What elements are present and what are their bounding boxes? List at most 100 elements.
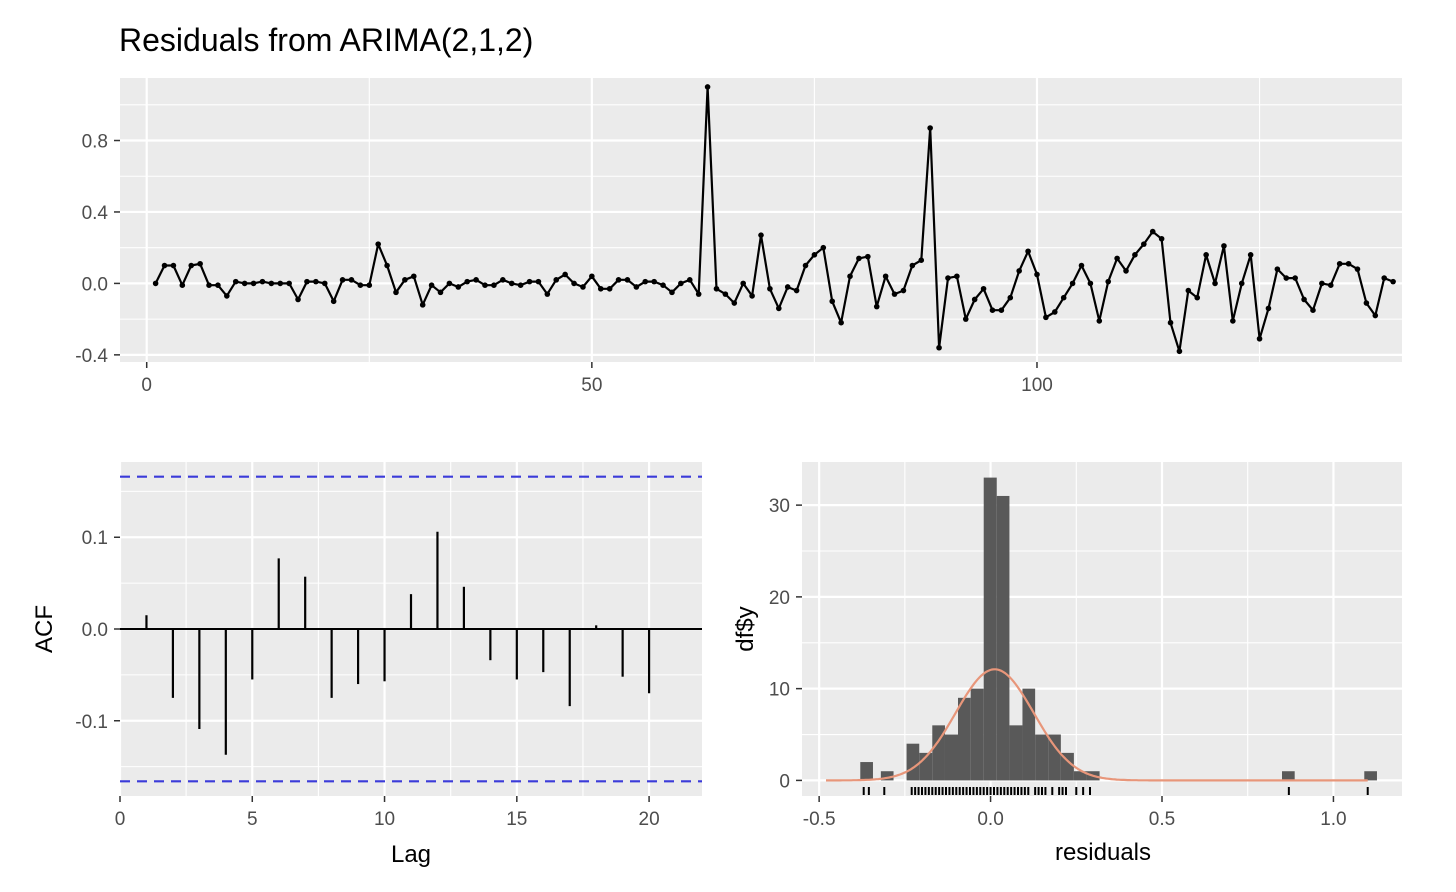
residual-point [286,280,292,287]
histogram-bar [1060,752,1074,781]
residual-point [1283,275,1290,281]
histogram-x-tick-label: -0.5 [803,809,836,830]
residual-point [188,262,195,269]
residual-point [1114,255,1120,262]
residual-point [767,285,773,292]
histogram-bar [1364,771,1377,781]
residual-point [704,84,711,90]
residual-point [865,253,871,260]
residual-series-x-tick-label: 50 [581,375,602,396]
residual-point [945,275,951,281]
residual-point [1149,228,1156,235]
histogram-bar [1073,771,1087,781]
histogram-bars [826,477,1377,795]
residual-series-axis-ticks: 0 50 100 0.8 0.4 0.0 -0.4 [75,132,1053,396]
residual-point [295,296,301,303]
residual-point [651,278,657,285]
histogram-bar [932,725,945,781]
residual-point [348,277,355,283]
acf-x-tick-label: 10 [374,809,395,830]
residual-point [891,291,898,297]
residual-point [1167,319,1174,326]
residual-point [473,277,479,283]
residual-point [722,291,729,297]
residual-point [597,285,604,292]
residual-point [1194,294,1201,301]
residual-point [980,285,987,292]
histogram-y-tick-label: 10 [769,680,790,701]
acf-panel: 0 5 10 15 20 0.1 0.0 -0.1 Lag ACF [31,462,702,868]
residual-point [873,303,880,310]
histogram-y-tick-label: 20 [769,588,790,609]
residual-point [571,280,577,287]
residual-point [1016,268,1022,274]
residual-point [410,273,417,280]
residual-point [882,273,889,280]
residual-point [464,278,471,285]
histogram-bar [1009,725,1023,781]
residual-point [998,307,1005,314]
residual-series-y-tick-label: -0.4 [75,346,108,367]
residual-point [232,278,239,285]
residual-series-x-tick-label: 0 [141,375,152,396]
residual-point [784,284,791,290]
acf-y-tick-label: 0.1 [82,528,108,549]
residual-point [1212,280,1218,287]
residual-point [633,284,640,290]
residual-point [624,277,631,283]
residual-point [642,278,649,285]
residual-point [224,293,230,299]
residual-series-y-tick-label: 0.8 [82,132,108,153]
residual-point [517,282,524,288]
acf-x-tick-label: 5 [247,809,258,830]
residual-point [1025,248,1031,255]
normal-density-curve [826,668,1368,782]
histogram-bar [958,697,971,781]
residual-point [936,344,942,351]
residual-point [197,260,203,267]
residual-point [215,282,221,288]
residual-point [713,285,720,292]
histogram-bar [1048,734,1061,781]
residual-point [918,257,925,263]
residual-point [1230,318,1236,324]
acf-y-tick-label: -0.1 [75,712,108,733]
residual-point [686,277,693,283]
residual-point [927,125,933,131]
residual-point [856,255,862,262]
residual-point [580,284,586,290]
residual-point [491,282,497,288]
residual-point [900,287,907,294]
residual-point [268,280,275,287]
residual-point [1034,271,1040,278]
residual-point [1158,235,1165,242]
residual-series-y-tick-label: 0.0 [82,274,108,295]
histogram-bar [906,743,920,781]
histogram-panel: -0.5 0.0 0.5 1.0 0 10 20 30 residuals df$y [732,462,1402,866]
residual-point [500,277,506,283]
residual-point [250,280,257,287]
residual-point [1123,268,1129,274]
histogram-bar [880,771,894,781]
histogram-x-tick-label: 0.5 [1149,809,1175,830]
residual-point [1221,243,1227,249]
residual-point [1176,348,1183,355]
residual-point [1078,262,1085,269]
histogram-y-tick-label: 30 [769,496,790,517]
residual-point [740,280,746,287]
histogram-x-tick-label: 0.0 [977,809,1003,830]
residual-point [731,300,738,306]
residual-point [1238,280,1245,287]
residual-point [971,296,978,303]
residual-point [820,244,827,251]
residual-point [1372,312,1379,319]
residual-point [375,241,381,247]
residual-point [1292,275,1298,281]
histogram-bar [970,688,984,781]
residual-point [357,282,364,288]
histogram-bar [1035,734,1049,781]
histogram-axis-ticks: -0.5 0.0 0.5 1.0 0 10 20 30 [769,496,1347,830]
histogram-y-tick-label: 0 [779,771,790,792]
residual-point [259,278,266,285]
